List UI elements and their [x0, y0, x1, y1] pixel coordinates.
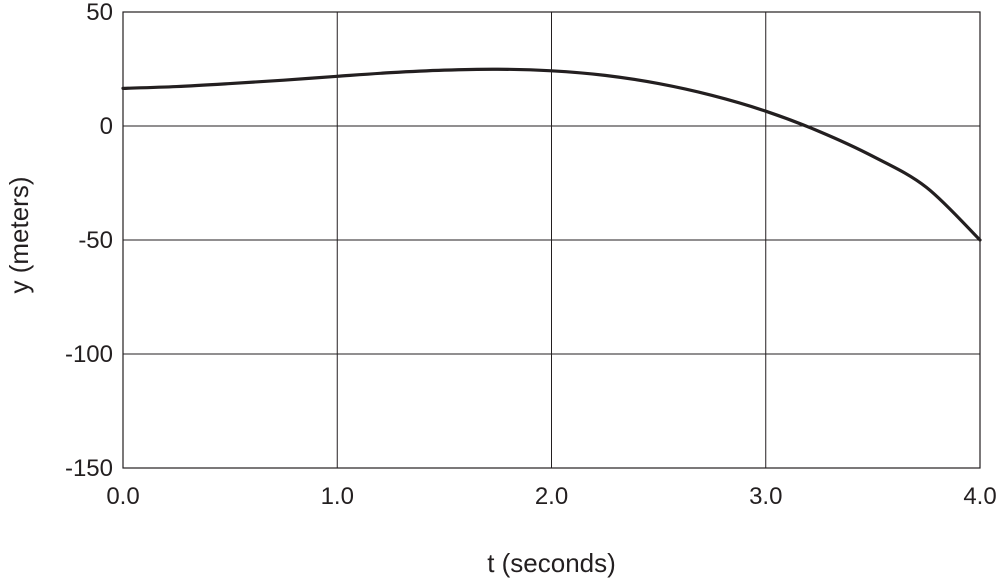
series-line [121, 67, 982, 242]
y-tick-label: -50 [78, 227, 113, 254]
x-axis-ticks: 0.0 1.0 2.0 3.0 4.0 [106, 483, 996, 510]
y-tick-label: -150 [65, 455, 113, 482]
data-layer [121, 67, 982, 242]
x-tick-label: 1.0 [321, 483, 354, 510]
y-tick-label: 0 [100, 113, 113, 140]
grid [122, 11, 981, 469]
x-tick-label: 3.0 [749, 483, 782, 510]
plot-area-frame [122, 11, 981, 469]
y-axis-ticks: 50 0 -50 -100 -150 [65, 0, 113, 482]
x-tick-label: 2.0 [535, 483, 568, 510]
x-tick-label: 4.0 [963, 483, 996, 510]
y-axis-title: y (meters) [4, 177, 34, 294]
y-tick-label: 50 [86, 0, 113, 26]
x-axis-title: t (seconds) [487, 548, 616, 578]
x-tick-label: 0.0 [106, 483, 139, 510]
y-tick-label: -100 [65, 341, 113, 368]
